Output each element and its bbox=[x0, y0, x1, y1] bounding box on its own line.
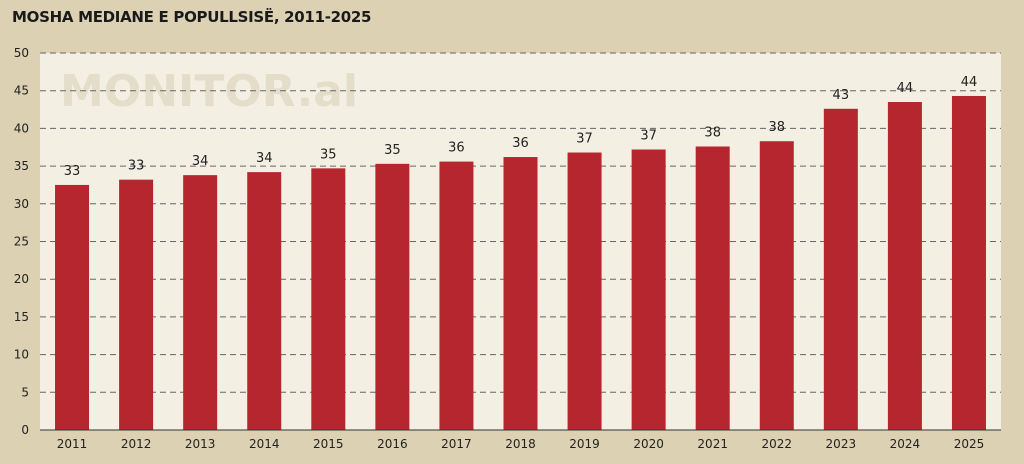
data-label-2025: 44 bbox=[961, 75, 978, 90]
y-tick-label: 40 bbox=[14, 121, 29, 135]
bar-2019 bbox=[567, 152, 602, 430]
bar-2018 bbox=[503, 157, 538, 430]
x-tick-label-2015: 2015 bbox=[313, 437, 344, 451]
bar-2017 bbox=[439, 161, 474, 431]
y-tick-label: 50 bbox=[14, 46, 29, 60]
data-label-2019: 37 bbox=[576, 132, 593, 147]
y-tick-label: 15 bbox=[14, 310, 29, 324]
bar-2021 bbox=[695, 146, 730, 430]
y-tick-label: 25 bbox=[14, 235, 29, 249]
data-label-2011: 33 bbox=[64, 164, 81, 179]
bar-2016 bbox=[375, 163, 410, 430]
x-tick-label-2024: 2024 bbox=[890, 437, 921, 451]
y-tick-label: 30 bbox=[14, 197, 29, 211]
x-tick-label-2023: 2023 bbox=[826, 437, 857, 451]
y-tick-label: 5 bbox=[21, 385, 29, 399]
data-label-2012: 33 bbox=[128, 159, 145, 174]
x-tick-label-2014: 2014 bbox=[249, 437, 280, 451]
x-tick-label-2022: 2022 bbox=[761, 437, 792, 451]
data-label-2017: 36 bbox=[448, 141, 465, 156]
data-label-2014: 34 bbox=[256, 151, 273, 166]
y-tick-label: 45 bbox=[14, 84, 29, 98]
data-label-2018: 36 bbox=[512, 136, 529, 151]
x-tick-label-2016: 2016 bbox=[377, 437, 408, 451]
x-tick-label-2011: 2011 bbox=[57, 437, 88, 451]
bar-2020 bbox=[631, 149, 666, 430]
data-label-2016: 35 bbox=[384, 143, 401, 158]
data-label-2023: 43 bbox=[833, 88, 850, 103]
data-label-2013: 34 bbox=[192, 154, 209, 169]
y-tick-label: 35 bbox=[14, 159, 29, 173]
bar-2011 bbox=[55, 184, 90, 430]
x-tick-label-2020: 2020 bbox=[633, 437, 664, 451]
chart-title: MOSHA MEDIANE E POPULLSISË, 2011-2025 bbox=[12, 8, 372, 26]
watermark: MONITOR.al bbox=[60, 66, 358, 117]
bar-2025 bbox=[951, 95, 986, 430]
bar-2012 bbox=[119, 179, 154, 430]
bar-2023 bbox=[823, 108, 858, 431]
data-label-2021: 38 bbox=[704, 125, 721, 140]
x-tick-label-2013: 2013 bbox=[185, 437, 216, 451]
bar-2022 bbox=[759, 141, 794, 430]
x-tick-label-2017: 2017 bbox=[441, 437, 472, 451]
bar-2024 bbox=[887, 102, 922, 430]
y-tick-label: 20 bbox=[14, 272, 29, 286]
y-tick-label: 0 bbox=[21, 423, 29, 437]
data-label-2024: 44 bbox=[897, 81, 914, 96]
bar-2014 bbox=[247, 172, 282, 430]
x-tick-label-2019: 2019 bbox=[569, 437, 600, 451]
x-tick-label-2025: 2025 bbox=[954, 437, 985, 451]
data-label-2022: 38 bbox=[768, 120, 785, 135]
bar-2013 bbox=[183, 175, 218, 430]
y-tick-label: 10 bbox=[14, 348, 29, 362]
x-tick-label-2021: 2021 bbox=[697, 437, 728, 451]
x-tick-label-2018: 2018 bbox=[505, 437, 536, 451]
data-label-2020: 37 bbox=[640, 129, 657, 144]
x-tick-label-2012: 2012 bbox=[121, 437, 152, 451]
bar-2015 bbox=[311, 168, 346, 430]
data-label-2015: 35 bbox=[320, 147, 337, 162]
